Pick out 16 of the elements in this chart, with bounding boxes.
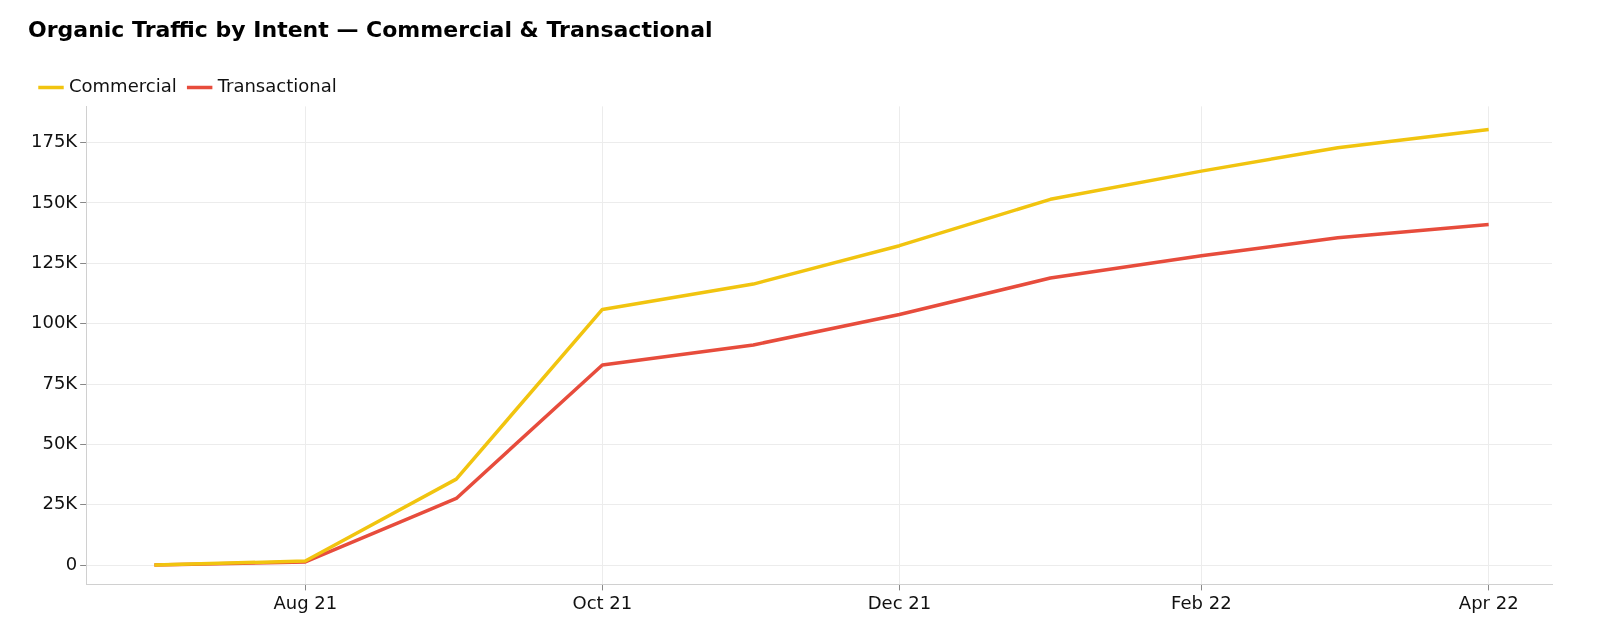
y-tick-label: 25K — [42, 492, 79, 514]
y-tick-label: 175K — [30, 130, 79, 152]
x-tick-label: Oct 21 — [572, 591, 633, 613]
x-tick-label: Apr 22 — [1458, 591, 1519, 613]
legend-label: Transactional — [216, 75, 337, 97]
y-tick-label: 0 — [65, 552, 78, 574]
y-tick-label: 150K — [30, 190, 79, 212]
legend-label: Commercial — [69, 75, 177, 97]
y-tick-label: 125K — [30, 250, 79, 272]
y-tick-label: 100K — [30, 311, 79, 333]
y-tick-label: 75K — [42, 371, 79, 393]
y-tick-label: 50K — [42, 432, 79, 454]
x-tick-label: Feb 22 — [1171, 591, 1232, 613]
x-tick-label: Aug 21 — [273, 591, 338, 613]
chart-title: Organic Traffic by Intent — Commercial & Transactional — [28, 16, 713, 42]
x-tick-label: Dec 21 — [867, 591, 932, 613]
